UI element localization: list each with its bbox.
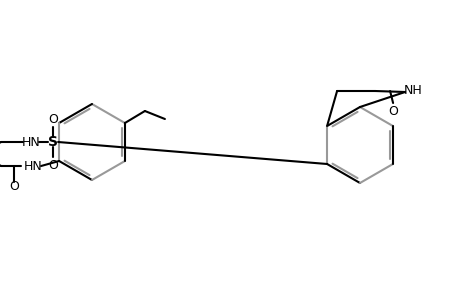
- Text: O: O: [387, 104, 397, 118]
- Text: HN: HN: [24, 160, 42, 172]
- Text: NH: NH: [403, 83, 421, 97]
- Text: O: O: [9, 181, 19, 194]
- Text: O: O: [48, 158, 58, 172]
- Text: O: O: [48, 112, 58, 125]
- Text: HN: HN: [22, 136, 40, 148]
- Text: S: S: [48, 135, 58, 149]
